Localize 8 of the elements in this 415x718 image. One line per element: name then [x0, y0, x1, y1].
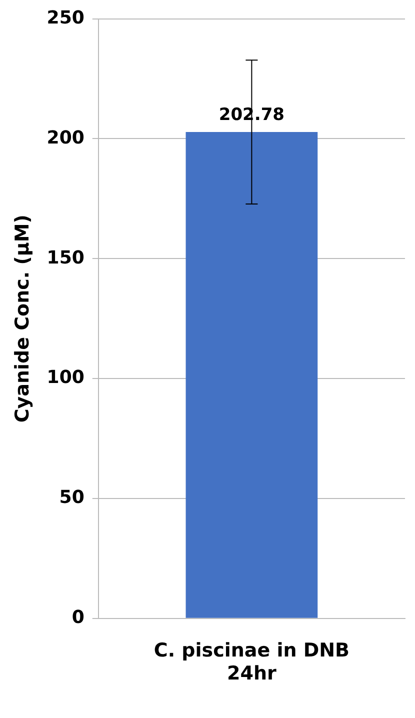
y-tick-label: 250 [46, 7, 84, 28]
x-tick-label: C. piscinae in DNB 24hr [154, 640, 350, 685]
y-tick-label: 0 [72, 607, 84, 628]
y-tick-label: 150 [46, 247, 84, 268]
y-axis-title: Cyanide Conc. (μM) [11, 214, 34, 423]
y-tick-label: 50 [59, 487, 84, 508]
y-tick-label: 100 [46, 367, 84, 388]
y-tick-label: 200 [46, 127, 84, 148]
